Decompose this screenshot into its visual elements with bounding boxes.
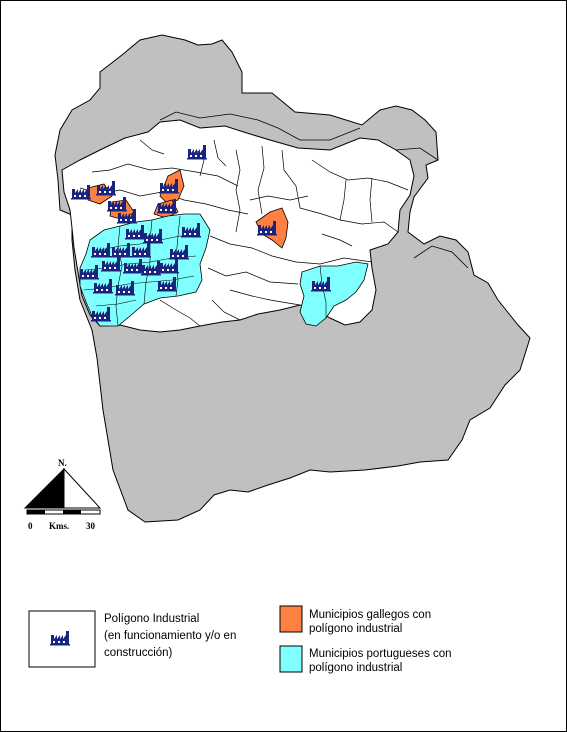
- scale-bar: N. 0 Kms. 30: [23, 458, 102, 531]
- internal-boundary: [395, 147, 439, 161]
- legend-portuguese-line-2: polígono industrial: [309, 662, 402, 674]
- portuguese-municipality: [299, 261, 369, 327]
- legend: Polígono Industrial (en funcionamiento y…: [28, 605, 452, 674]
- legend-portuguese-swatch: [279, 645, 303, 673]
- legend-galician-line-1: Municipios gallegos con: [309, 609, 431, 621]
- legend-park-line-3: construcción): [104, 647, 173, 659]
- legend-park-line-1: Polígono Industrial: [104, 613, 199, 625]
- north-label: N.: [58, 458, 67, 468]
- scale-start-label: 0: [28, 521, 33, 531]
- legend-galician-swatch: [279, 605, 303, 633]
- internal-boundary: [159, 111, 361, 141]
- legend-portuguese-line-1: Municipios portugueses con: [309, 648, 452, 660]
- scale-unit-label: Kms.: [49, 521, 69, 531]
- internal-boundary: [413, 245, 469, 269]
- legend-park-line-2: (en funcionamiento y/o en: [104, 630, 236, 642]
- scale-end-label: 30: [86, 521, 96, 531]
- legend-galician-line-2: polígono industrial: [309, 623, 402, 635]
